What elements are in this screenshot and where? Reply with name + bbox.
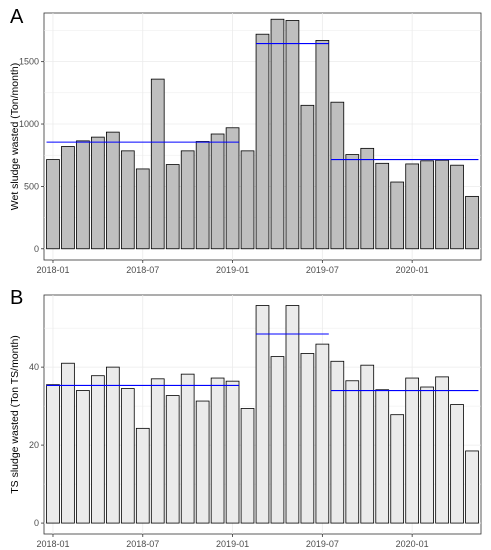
bar-2018-05	[106, 131, 120, 250]
bar-2018-06	[120, 150, 135, 250]
bar-2018-10	[180, 150, 195, 250]
bar-2019-06	[300, 353, 315, 524]
bar-2018-07	[135, 168, 150, 250]
bar-2019-12	[390, 181, 405, 250]
x-tick-label: 2020-01	[396, 265, 429, 275]
bar-2018-06	[120, 388, 135, 524]
bar-2018-12	[210, 133, 225, 250]
y-tick-label: 500	[24, 181, 39, 191]
bar-2019-03	[255, 305, 270, 524]
bar-2020-01	[405, 163, 419, 250]
bar-2018-11	[195, 141, 210, 250]
bar-2018-12	[210, 377, 225, 524]
bar-2019-08	[330, 101, 345, 250]
bar-2020-01	[405, 377, 419, 524]
x-tick-label: 2020-01	[396, 539, 429, 549]
bar-2020-03	[435, 376, 449, 524]
panel-b-letter: B	[10, 287, 24, 309]
bar-2020-02	[420, 386, 434, 524]
bar-2019-09	[345, 380, 360, 524]
panel-a-chart: 0 500 1000 1500 2018-01 2018-07 2019-01 2019-07…	[9, 12, 482, 275]
bar-2019-12	[390, 414, 405, 524]
bar-2018-01	[46, 384, 60, 524]
bar-2018-09	[165, 395, 180, 524]
bar-2020-02	[420, 160, 434, 250]
x-tick-label: 2019-07	[306, 539, 339, 549]
bar-2019-05	[285, 305, 300, 524]
bar-2019-11	[375, 389, 390, 524]
bar-2019-10	[360, 147, 375, 250]
y-tick-label: 1500	[19, 57, 39, 67]
bar-2018-03	[76, 390, 90, 524]
x-tick-label: 2018-01	[36, 539, 69, 549]
bar-2019-06	[300, 104, 315, 250]
bar-2019-02	[240, 408, 255, 524]
y-axis-title: Wet sludge wasted (Ton/month)	[9, 63, 21, 210]
bar-2020-04	[450, 164, 464, 250]
bar-2018-07	[135, 427, 150, 524]
bar-2018-08	[150, 378, 165, 524]
bar-2018-01	[46, 159, 60, 250]
bar-2019-07	[315, 40, 330, 250]
panel-b-chart: 0 20 40 2018-01 2018-07 2019-01 2019-07 2020-01…	[9, 294, 482, 549]
bar-2018-10	[180, 373, 195, 524]
bar-2019-02	[240, 150, 255, 250]
y-tick-label: 1000	[19, 119, 39, 129]
bar-2019-01	[225, 380, 240, 524]
bar-2018-11	[195, 400, 210, 524]
y-tick-label: 40	[29, 362, 39, 372]
bar-2020-05	[465, 195, 479, 250]
bar-2019-10	[360, 364, 375, 524]
bar-2019-04	[270, 18, 285, 250]
bar-2018-09	[165, 164, 180, 250]
bar-2020-05	[465, 450, 479, 524]
x-tick-label: 2019-01	[216, 265, 249, 275]
x-tick-label: 2019-01	[216, 539, 249, 549]
bar-2019-05	[285, 20, 300, 250]
x-tick-label: 2018-07	[126, 265, 159, 275]
panel-a-letter: A	[10, 6, 24, 28]
bar-2019-07	[315, 343, 330, 524]
bar-2018-04	[91, 375, 105, 524]
bar-2018-05	[106, 366, 120, 524]
x-tick-label: 2018-01	[36, 265, 69, 275]
x-tick-label: 2019-07	[306, 265, 339, 275]
bar-2019-08	[330, 360, 345, 524]
bar-2018-02	[61, 362, 75, 524]
y-tick-label: 0	[34, 244, 39, 254]
bar-2018-08	[150, 78, 165, 250]
bar-2019-03	[255, 33, 270, 250]
bar-2019-01	[225, 127, 240, 250]
y-axis-title: TS sludge wasted (Ton TS/month)	[9, 335, 21, 494]
bar-2020-03	[435, 159, 449, 250]
bar-2020-04	[450, 404, 464, 524]
bar-2018-03	[76, 140, 90, 250]
y-tick-label: 0	[34, 518, 39, 528]
y-tick-label: 20	[29, 440, 39, 450]
bar-2018-04	[91, 136, 105, 250]
bar-2019-11	[375, 162, 390, 250]
bar-2019-04	[270, 356, 285, 524]
bar-2018-02	[61, 146, 75, 250]
x-tick-label: 2018-07	[126, 539, 159, 549]
bar-2019-09	[345, 154, 360, 250]
